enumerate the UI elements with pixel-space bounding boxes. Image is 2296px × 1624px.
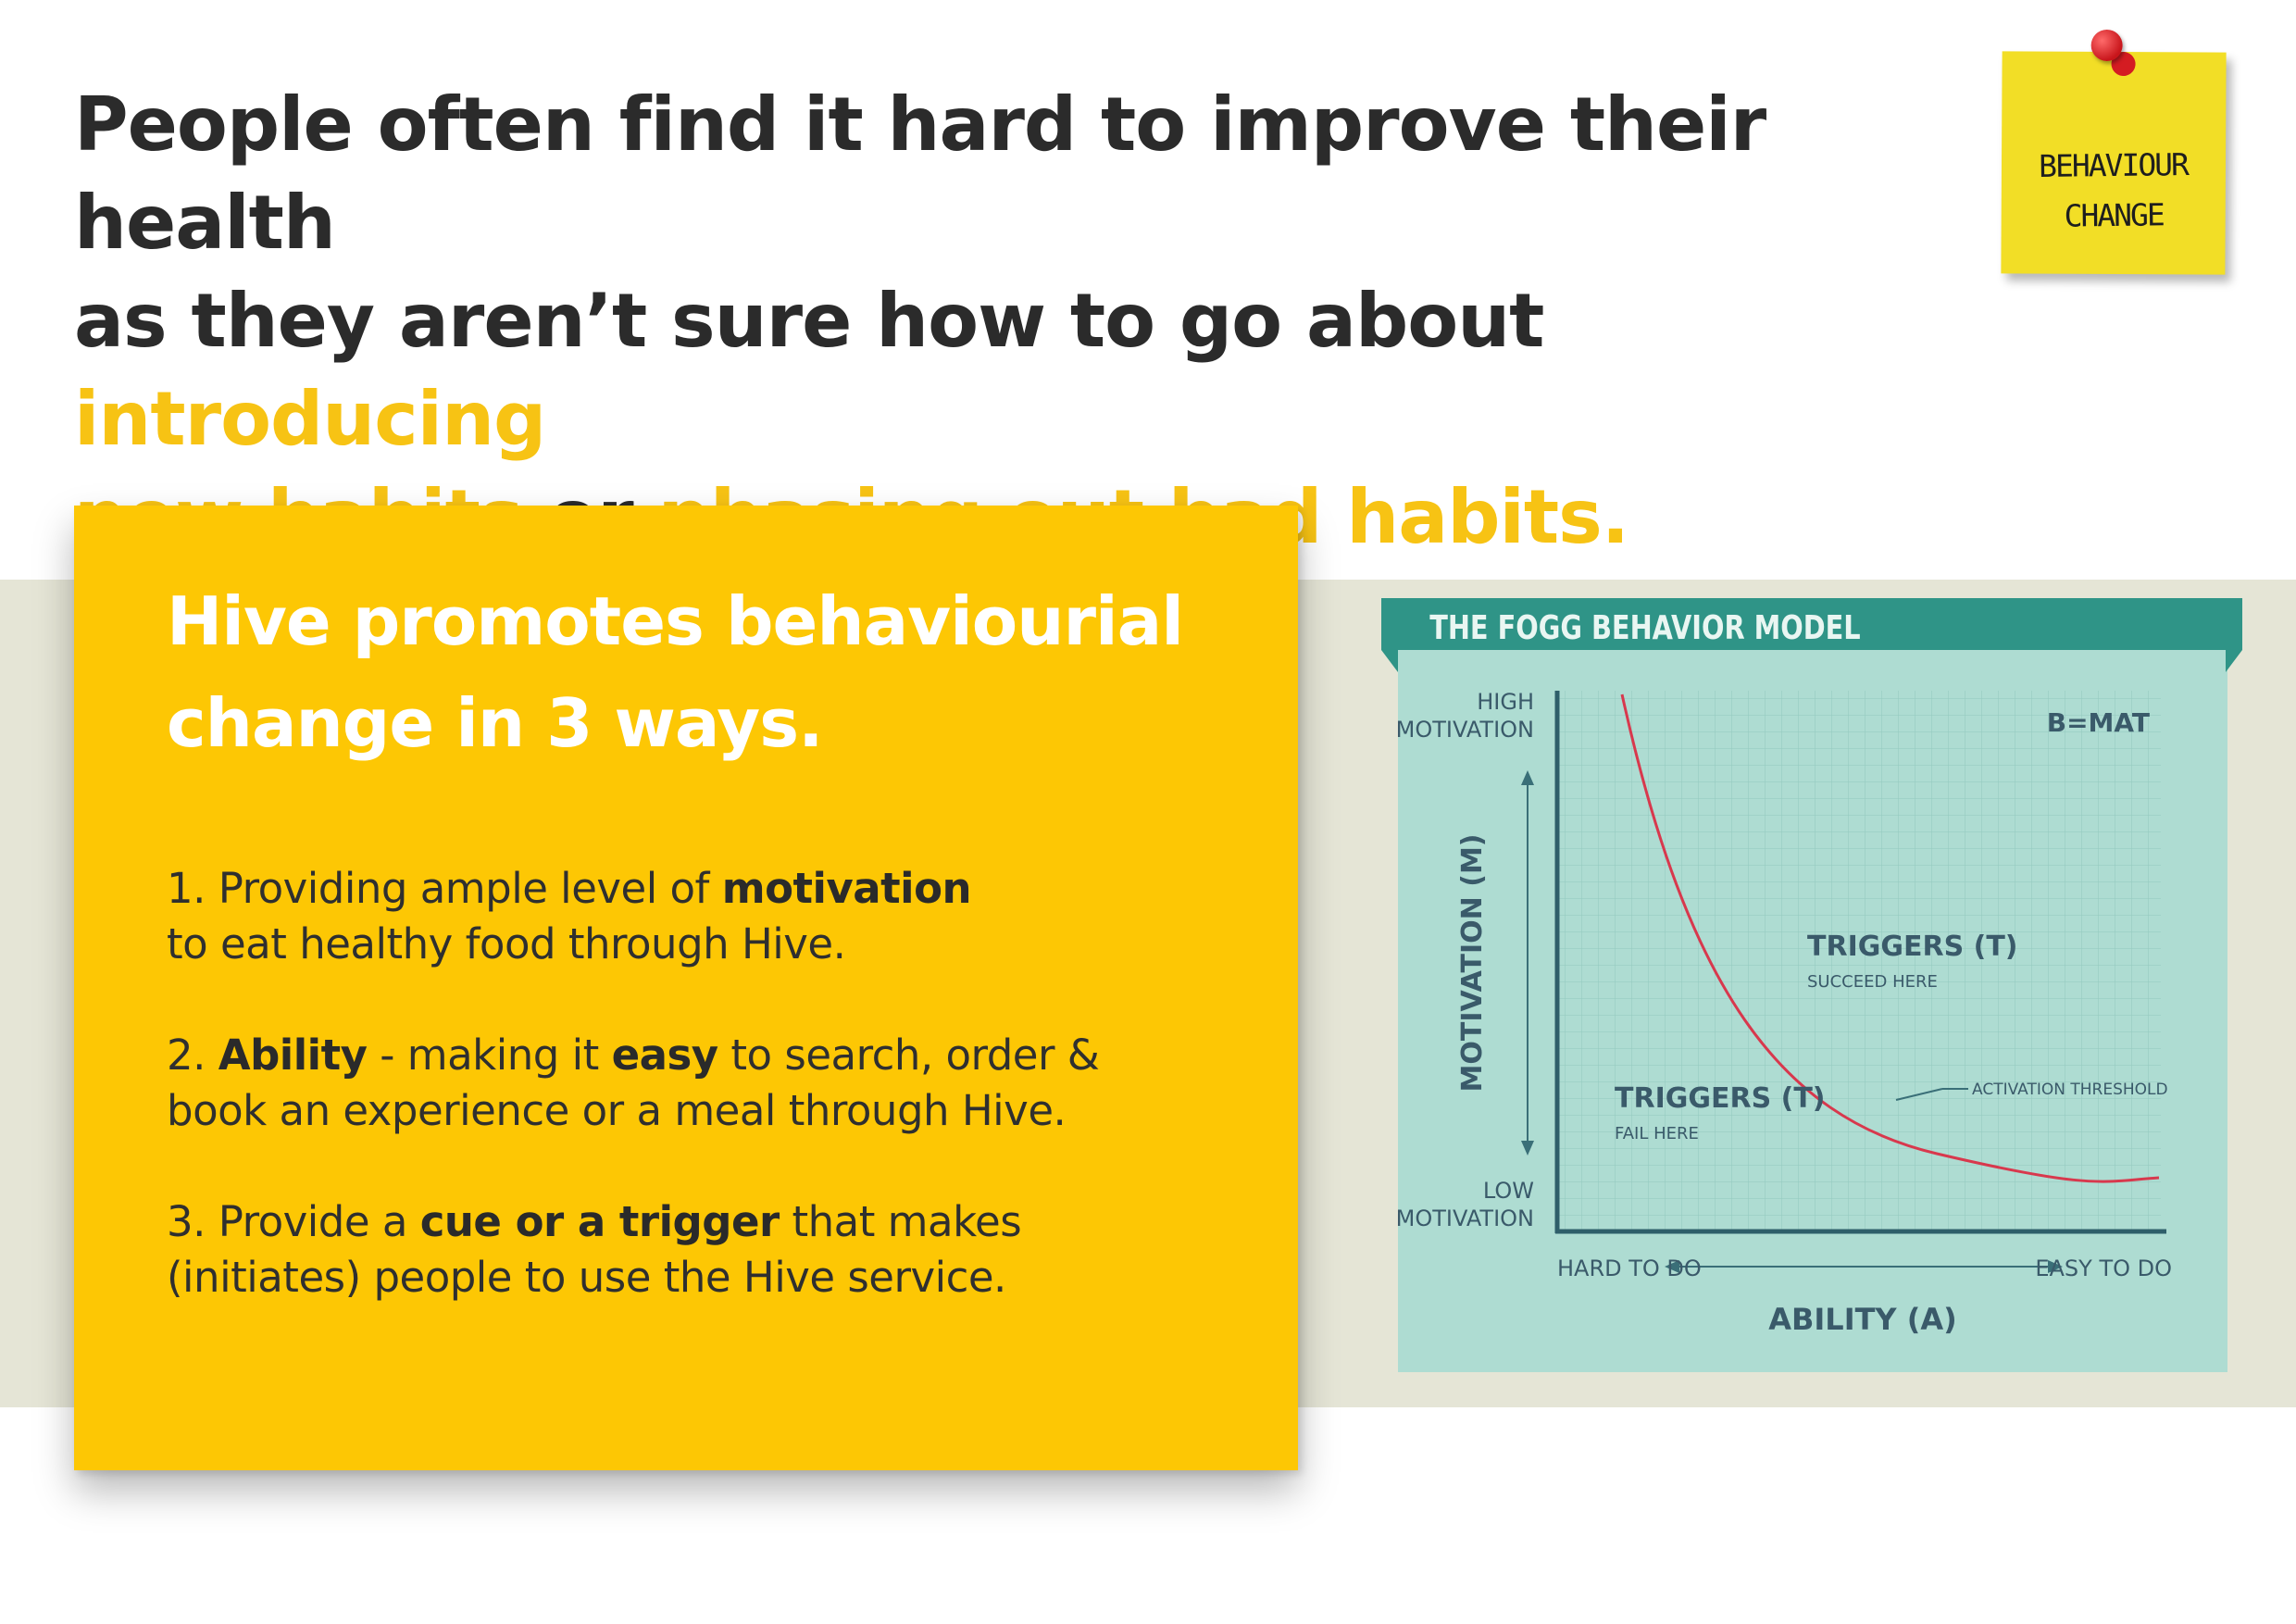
succeed-triggers-title: TRIGGERS (T) bbox=[1807, 931, 2018, 963]
way2-bold-easy: easy bbox=[611, 1031, 719, 1080]
card-title-line1: Hive promotes behaviourial bbox=[167, 582, 1184, 660]
fogg-grid bbox=[1557, 691, 2161, 1230]
hard-to-do-label: HARD TO DO bbox=[1557, 1255, 1702, 1281]
way2-text-c: - making it bbox=[367, 1031, 612, 1080]
hive-card: Hive promotes behaviourial change in 3 w… bbox=[74, 506, 1298, 1470]
y-arrow-up-icon bbox=[1521, 770, 1534, 785]
ways-list: 1. Providing ample level of motivation t… bbox=[167, 861, 1278, 1361]
fogg-banner bbox=[1381, 598, 2242, 672]
card-title-line2: change in 3 ways. bbox=[167, 684, 823, 762]
x-arrow-left-icon bbox=[1665, 1260, 1679, 1273]
way2-text-e: to search, order & bbox=[718, 1031, 1100, 1080]
low-motivation-line1: LOW bbox=[1483, 1178, 1534, 1204]
way-trigger: 3. Provide a cue or a trigger that makes… bbox=[167, 1194, 1278, 1305]
way3-text-c: that makes bbox=[779, 1197, 1022, 1246]
way3-text-a: 3. Provide a bbox=[167, 1197, 420, 1246]
way2-text-f: book an experience or a meal through Hiv… bbox=[167, 1086, 1067, 1135]
fogg-title: THE FOGG BEHAVIOR MODEL bbox=[1429, 608, 1860, 647]
way1-text-a: 1. Providing ample level of bbox=[167, 864, 722, 913]
headline: People often find it hard to improve the… bbox=[74, 76, 1926, 567]
low-motivation-line2: MOTIVATION bbox=[1396, 1206, 1534, 1231]
way1-bold-motivation: motivation bbox=[721, 864, 972, 913]
way2-bold-ability: Ability bbox=[218, 1031, 368, 1080]
headline-line1: People often find it hard to improve the… bbox=[74, 81, 1766, 266]
threshold-pointer-line bbox=[1895, 1088, 1943, 1101]
way2-text-a: 2. bbox=[167, 1031, 218, 1080]
card-title: Hive promotes behaviourial change in 3 w… bbox=[167, 570, 1278, 774]
way1-text-c: to eat healthy food through Hive. bbox=[167, 919, 846, 968]
succeed-triggers-sub: SUCCEED HERE bbox=[1807, 972, 1938, 992]
high-motivation-line1: HIGH bbox=[1477, 689, 1534, 715]
easy-to-do-label: EASY TO DO bbox=[2035, 1255, 2172, 1281]
sticky-note-text: BEHAVIOUR CHANGE bbox=[2001, 140, 2226, 243]
sticky-note: BEHAVIOUR CHANGE bbox=[2001, 29, 2227, 275]
fogg-behavior-model: THE FOGG BEHAVIOR MODEL HIGH MOTIVATION … bbox=[1381, 598, 2242, 1372]
sticky-note-line1: BEHAVIOUR bbox=[2038, 146, 2189, 184]
headline-highlight-introducing: introducing bbox=[74, 376, 546, 462]
way3-text-d: (initiates) people to use the Hive servi… bbox=[167, 1253, 1006, 1302]
y-arrow-down-icon bbox=[1521, 1141, 1534, 1156]
y-axis-title: MOTIVATION (M) bbox=[1456, 833, 1489, 1092]
way-ability: 2. Ability - making it easy to search, o… bbox=[167, 1028, 1278, 1139]
way3-bold-trigger: cue or a trigger bbox=[419, 1197, 780, 1246]
x-axis-title: ABILITY (A) bbox=[1768, 1302, 1957, 1337]
headline-line2-text: as they aren’t sure how to go about bbox=[74, 278, 1544, 364]
sticky-note-line2: CHANGE bbox=[2064, 196, 2165, 234]
x-arrow-right-icon bbox=[2048, 1260, 2063, 1273]
fail-triggers-title: TRIGGERS (T) bbox=[1615, 1082, 1826, 1115]
activation-threshold-label: ACTIVATION THRESHOLD bbox=[1972, 1081, 2168, 1099]
way-motivation: 1. Providing ample level of motivation t… bbox=[167, 861, 1278, 972]
activation-threshold-curve bbox=[1620, 693, 2160, 1183]
fail-triggers-sub: FAIL HERE bbox=[1615, 1124, 1699, 1143]
pushpin-head-icon bbox=[2090, 29, 2123, 62]
formula-label: B=MAT bbox=[2047, 707, 2150, 738]
high-motivation-line2: MOTIVATION bbox=[1396, 717, 1534, 743]
